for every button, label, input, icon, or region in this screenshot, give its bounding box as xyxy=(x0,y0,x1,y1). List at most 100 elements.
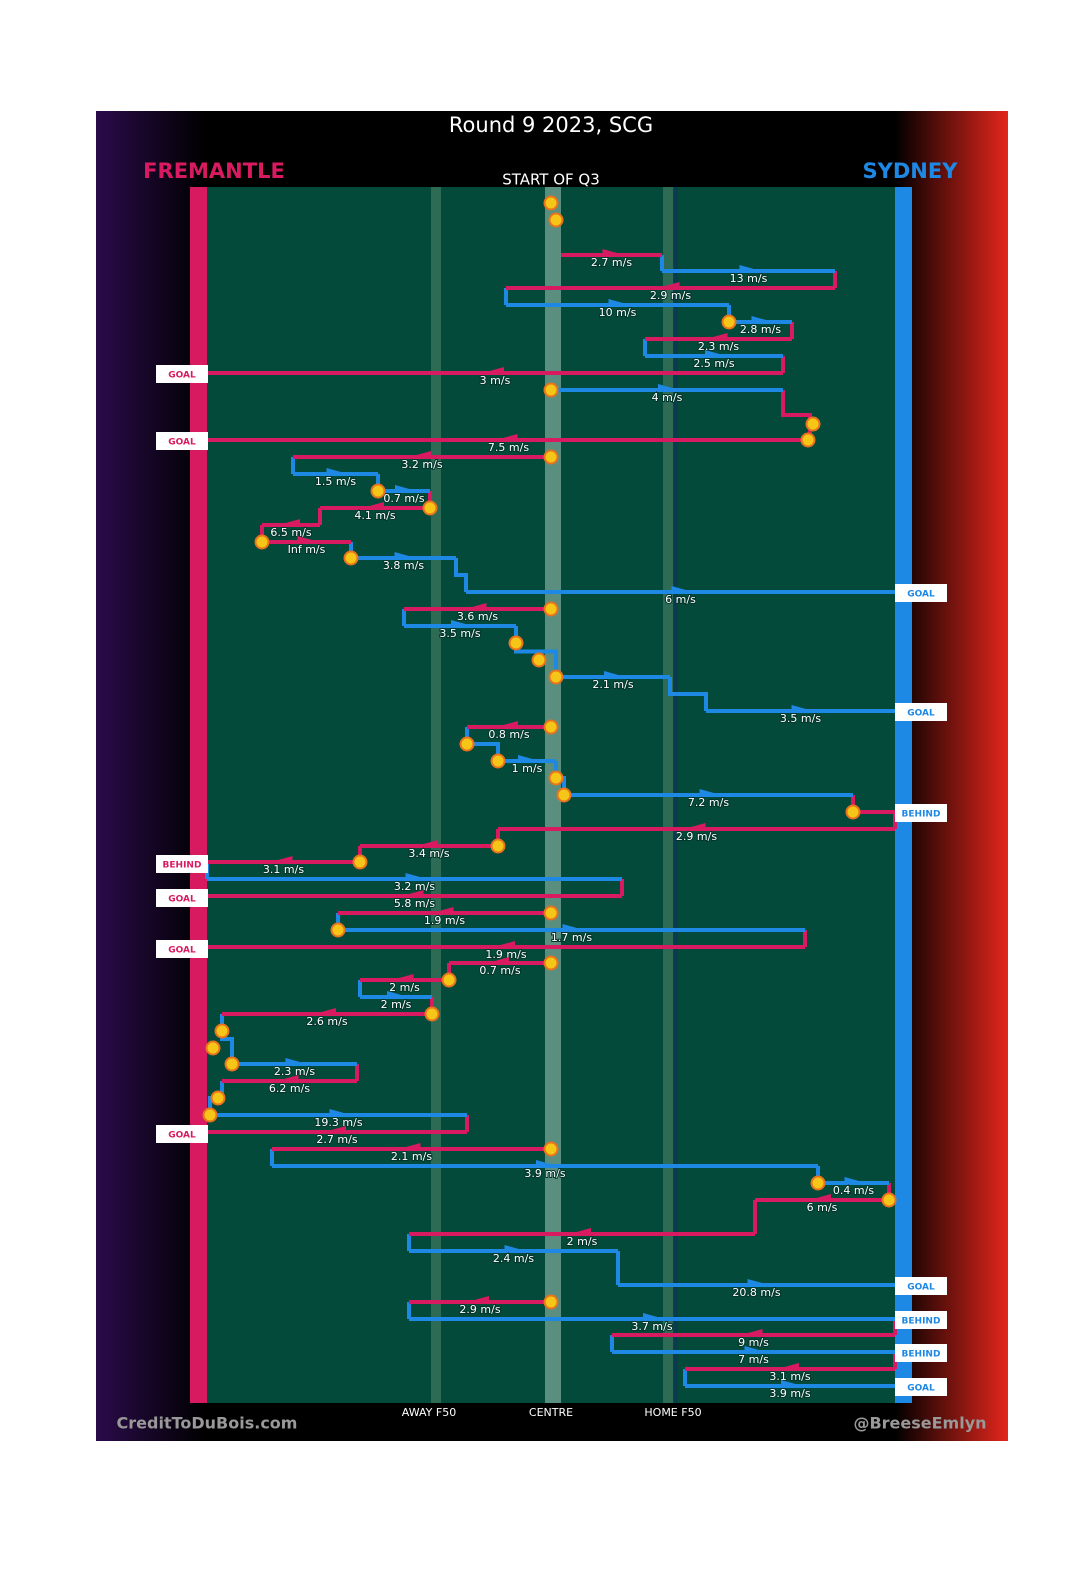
speed-label: 7.2 m/s xyxy=(688,796,729,809)
contest-point xyxy=(543,955,559,971)
move-arrow xyxy=(402,1143,421,1148)
move-arrow xyxy=(739,265,758,270)
contest-point xyxy=(330,922,346,938)
move-arrow xyxy=(744,1346,763,1351)
outcome-label: BEHIND xyxy=(902,1317,941,1327)
contest-point xyxy=(548,770,564,786)
outcome-label: GOAL xyxy=(168,895,196,905)
outcome-label: GOAL xyxy=(907,1283,935,1293)
speed-label: 1 m/s xyxy=(512,762,543,775)
outcome-label: GOAL xyxy=(907,1384,935,1394)
move-arrow xyxy=(602,249,621,254)
move-arrow xyxy=(451,620,469,625)
outcome-label: GOAL xyxy=(907,590,935,600)
move-arrow xyxy=(705,350,723,355)
left-gradient xyxy=(96,111,206,1441)
speed-label: 3.8 m/s xyxy=(383,559,424,572)
move-arrow xyxy=(499,434,518,439)
speed-label: 3.9 m/s xyxy=(524,1167,565,1180)
outcome-box xyxy=(895,1378,947,1396)
contest-point xyxy=(441,972,457,988)
move-arrow xyxy=(643,1313,661,1318)
move-arrow xyxy=(781,1380,799,1385)
contest-point xyxy=(810,1175,826,1191)
speed-label: Inf m/s xyxy=(288,543,326,556)
contest-point xyxy=(210,1090,226,1106)
speed-label: 2.3 m/s xyxy=(274,1065,315,1078)
fremantle-goal-line xyxy=(190,187,207,1403)
outcome-box xyxy=(156,432,208,450)
speed-label: 3.2 m/s xyxy=(401,458,442,471)
contest-point xyxy=(508,635,524,651)
outcome-label: GOAL xyxy=(168,946,196,956)
move-arrow xyxy=(280,1075,299,1080)
contest-point xyxy=(214,1023,230,1039)
move-arrow xyxy=(844,1177,863,1182)
speed-label: 1.5 m/s xyxy=(315,475,356,488)
speed-label: 6.2 m/s xyxy=(269,1082,310,1095)
speed-label: 0.4 m/s xyxy=(833,1184,874,1197)
move-arrow xyxy=(573,1228,591,1233)
speed-label: 2.7 m/s xyxy=(316,1133,357,1146)
move-arrow xyxy=(328,1126,346,1131)
speed-label: 20.8 m/s xyxy=(732,1286,780,1299)
outcome-label: GOAL xyxy=(168,1131,196,1141)
move-arrow xyxy=(387,991,405,996)
contest-point xyxy=(424,1006,440,1022)
connector xyxy=(465,727,500,761)
speed-label: 7.5 m/s xyxy=(488,441,529,454)
speed-label: 2.1 m/s xyxy=(391,1150,432,1163)
contest-point xyxy=(548,212,564,228)
connector xyxy=(454,558,468,592)
outcome-box xyxy=(156,1125,208,1143)
contest-point xyxy=(805,416,821,432)
contest-point xyxy=(548,669,564,685)
move-arrow xyxy=(781,1363,799,1368)
away-team: SYDNEY xyxy=(863,159,959,183)
speed-label: 4 m/s xyxy=(652,391,683,404)
move-arrow xyxy=(471,1296,489,1301)
contest-point xyxy=(721,314,737,330)
title: Round 9 2023, SCG xyxy=(449,113,653,137)
speed-label: 3.2 m/s xyxy=(394,880,435,893)
speed-label: 2.9 m/s xyxy=(459,1303,500,1316)
contest-point xyxy=(845,804,861,820)
outcome-label: GOAL xyxy=(168,371,196,381)
contest-point xyxy=(881,1192,897,1208)
field-marker: AWAY F50 xyxy=(402,1406,456,1419)
speed-label: 3.6 m/s xyxy=(457,610,498,623)
contest-point xyxy=(543,1294,559,1310)
speed-label: 3.5 m/s xyxy=(780,712,821,725)
outcome-box xyxy=(895,804,947,822)
home-team: FREMANTLE xyxy=(143,159,285,183)
move-arrow xyxy=(747,1279,766,1284)
outcome-box xyxy=(156,940,208,958)
contest-point xyxy=(556,787,572,803)
speed-label: 1.9 m/s xyxy=(424,914,465,927)
field-marker: HOME F50 xyxy=(644,1406,701,1419)
contest-point xyxy=(205,1040,221,1056)
speed-label: 3.9 m/s xyxy=(769,1387,810,1400)
move-arrow xyxy=(709,333,728,338)
field-marker: CENTRE xyxy=(529,1406,573,1419)
speed-label: 3.5 m/s xyxy=(439,627,480,640)
contest-point xyxy=(343,550,359,566)
speed-label: 4.1 m/s xyxy=(354,509,395,522)
outcome-label: BEHIND xyxy=(902,810,941,820)
credit: @BreeseEmlyn xyxy=(853,1414,986,1433)
outcome-label: BEHIND xyxy=(163,861,202,871)
away-f50-line xyxy=(431,187,441,1403)
contest-point xyxy=(254,534,270,550)
move-arrow xyxy=(326,468,345,473)
contest-point xyxy=(531,652,547,668)
move-arrow xyxy=(497,941,515,946)
speed-label: 2 m/s xyxy=(567,1235,598,1248)
speed-label: 2 m/s xyxy=(381,998,412,1011)
outcome-box xyxy=(895,703,947,721)
contest-point xyxy=(543,382,559,398)
centre-line xyxy=(545,187,561,1403)
move-arrow xyxy=(813,1194,831,1199)
speed-label: 2.7 m/s xyxy=(591,256,632,269)
speed-label: 0.8 m/s xyxy=(488,728,529,741)
outcome-box xyxy=(895,1277,947,1295)
